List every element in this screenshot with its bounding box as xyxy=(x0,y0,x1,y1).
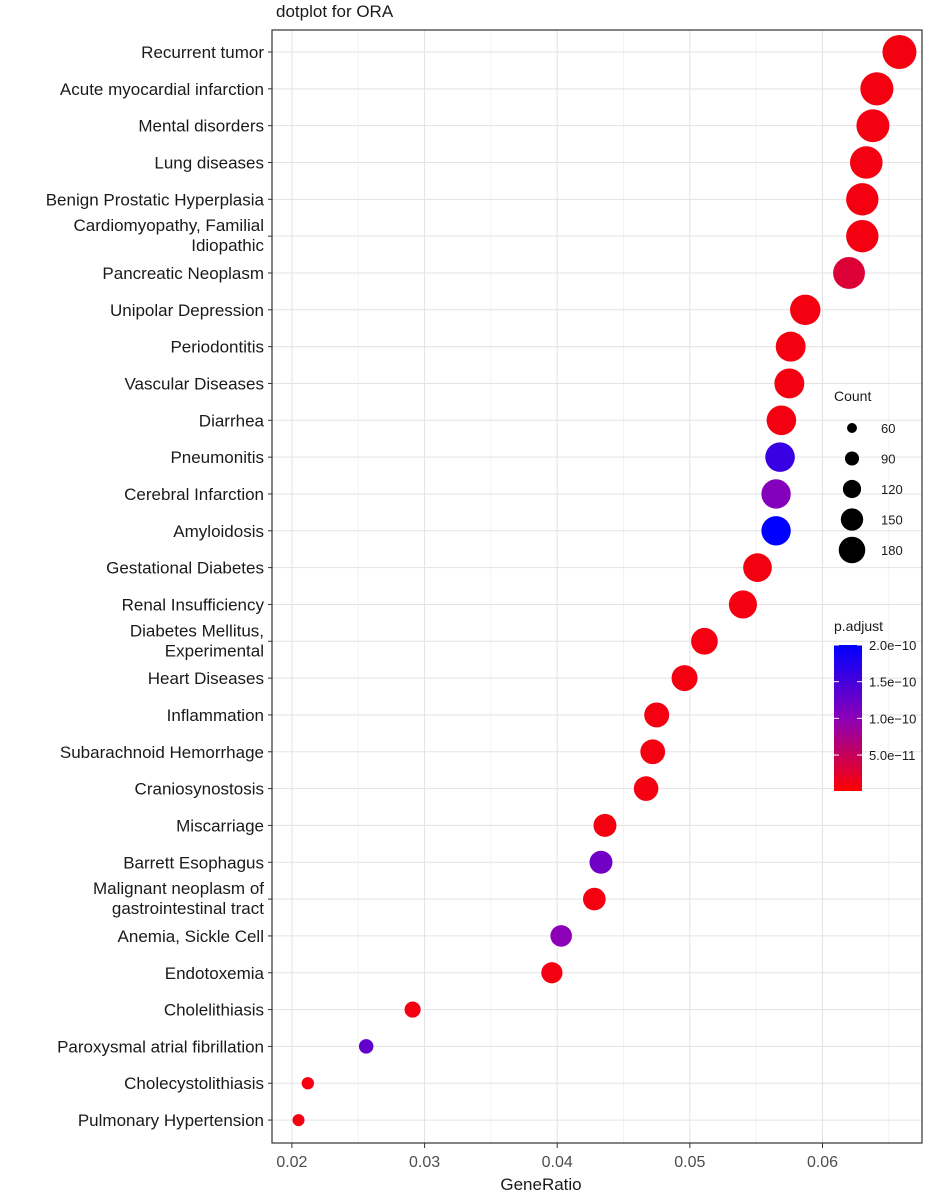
category-label: Acute myocardial infarction xyxy=(60,80,264,99)
data-point xyxy=(728,590,757,619)
plot-border xyxy=(271,29,923,1144)
data-point xyxy=(833,257,865,289)
data-point xyxy=(856,109,890,143)
count-legend-label: 120 xyxy=(881,482,903,497)
data-point xyxy=(846,183,879,216)
data-point xyxy=(761,516,791,546)
colorbar-tick-label: 2.0e−10 xyxy=(869,638,916,653)
data-point xyxy=(761,479,791,509)
category-label: Malignant neoplasm of xyxy=(93,879,264,898)
x-tick-label: 0.03 xyxy=(409,1154,440,1171)
data-point xyxy=(743,553,772,582)
x-axis-label: GeneRatio xyxy=(500,1175,581,1194)
data-point xyxy=(765,442,795,472)
category-label: Craniosynostosis xyxy=(135,780,264,799)
category-label: Pneumonitis xyxy=(170,448,264,467)
x-tick-label: 0.02 xyxy=(276,1154,307,1171)
data-point xyxy=(790,294,821,326)
chart-title: dotplot for ORA xyxy=(276,2,394,21)
count-legend-dot xyxy=(844,451,860,466)
data-point xyxy=(358,1039,374,1054)
data-point xyxy=(589,850,613,874)
data-point xyxy=(846,219,879,253)
count-legend-dot xyxy=(842,479,862,499)
x-tick-label: 0.05 xyxy=(674,1154,705,1171)
category-label: Endotoxemia xyxy=(165,964,265,983)
x-tick-label: 0.06 xyxy=(807,1154,838,1171)
category-label: Paroxysmal atrial fibrillation xyxy=(57,1037,264,1056)
count-legend: Count 60 90 120 150 180 xyxy=(834,388,903,564)
category-label: Barrett Esophagus xyxy=(123,853,264,872)
category-label: Gestational Diabetes xyxy=(106,559,264,578)
category-label: Unipolar Depression xyxy=(110,301,264,320)
category-label: Pulmonary Hypertension xyxy=(78,1111,264,1130)
data-point xyxy=(550,925,572,947)
count-legend-label: 180 xyxy=(881,543,903,558)
category-label: gastrointestinal tract xyxy=(112,899,264,918)
category-label: Cerebral Infarction xyxy=(124,485,264,504)
data-point xyxy=(849,146,883,179)
category-label: Cardiomyopathy, Familial xyxy=(73,216,264,235)
x-tick-label: 0.04 xyxy=(542,1154,573,1171)
category-label: Cholecystolithiasis xyxy=(124,1074,264,1093)
category-label: Cholelithiasis xyxy=(164,1001,264,1020)
category-label: Miscarriage xyxy=(176,816,264,835)
data-point xyxy=(593,813,617,837)
count-legend-label: 150 xyxy=(881,513,903,528)
count-legend-dot xyxy=(847,423,857,433)
category-label: Amyloidosis xyxy=(173,522,264,541)
data-points xyxy=(292,35,917,1127)
count-legend-title: Count xyxy=(834,388,871,404)
category-label: Renal Insufficiency xyxy=(122,595,265,614)
data-point xyxy=(640,739,666,765)
category-label: Vascular Diseases xyxy=(124,374,264,393)
category-label: Heart Diseases xyxy=(148,669,264,688)
data-point xyxy=(541,962,563,984)
x-axis: 0.02 0.03 0.04 0.05 0.06 xyxy=(276,1143,838,1171)
data-point xyxy=(292,1114,305,1127)
category-label: Recurrent tumor xyxy=(141,43,264,62)
data-point xyxy=(301,1077,314,1090)
p-adjust-legend: p.adjust 2.0e−10 1.5e−10 1.0e−10 5.0e−11 xyxy=(834,618,916,791)
category-label: Mental disorders xyxy=(138,117,264,136)
data-point xyxy=(774,368,805,399)
category-label: Diarrhea xyxy=(199,411,265,430)
category-label: Experimental xyxy=(165,641,264,660)
category-label: Periodontitis xyxy=(170,338,264,357)
count-legend-dot xyxy=(840,508,864,531)
data-point xyxy=(775,331,806,362)
p-adjust-legend-title: p.adjust xyxy=(834,618,883,634)
category-label: Subarachnoid Hemorrhage xyxy=(60,743,264,762)
data-point xyxy=(860,72,894,106)
category-label: Benign Prostatic Hyperplasia xyxy=(46,190,265,209)
grid-lines xyxy=(272,30,922,1143)
category-label: Anemia, Sickle Cell xyxy=(118,927,264,946)
data-point xyxy=(766,405,797,436)
category-label: Inflammation xyxy=(167,706,264,725)
data-point xyxy=(691,627,718,655)
data-point xyxy=(404,1001,421,1018)
data-point xyxy=(644,702,670,728)
count-legend-label: 60 xyxy=(881,421,895,436)
count-legend-label: 90 xyxy=(881,452,895,467)
category-label: Pancreatic Neoplasm xyxy=(102,264,264,283)
data-point xyxy=(633,776,659,801)
colorbar-tick-label: 1.5e−10 xyxy=(869,675,916,690)
count-legend-dot xyxy=(838,536,866,564)
colorbar-tick-label: 5.0e−11 xyxy=(869,748,915,763)
category-label: Lung diseases xyxy=(154,153,264,172)
data-point xyxy=(671,665,698,692)
data-point xyxy=(882,35,917,69)
colorbar-tick-label: 1.0e−10 xyxy=(869,711,916,726)
category-label: Idiopathic xyxy=(191,236,264,255)
category-labels: Recurrent tumor Acute myocardial infarcti… xyxy=(46,43,272,1130)
data-point xyxy=(583,887,606,911)
category-label: Diabetes Mellitus, xyxy=(130,621,264,640)
